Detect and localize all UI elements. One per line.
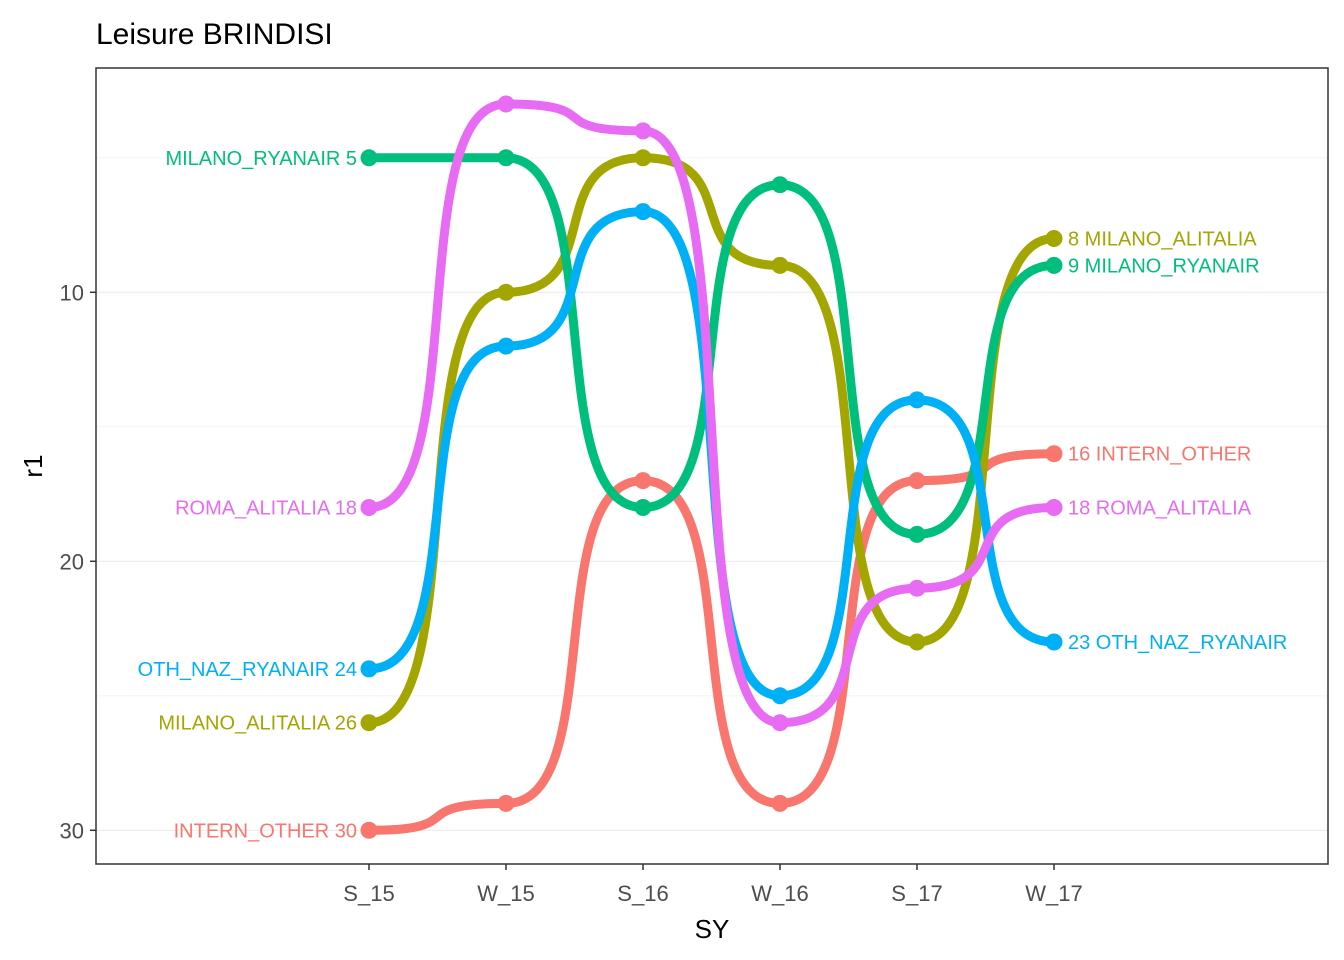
point-roma-alitalia-w-15 (497, 95, 515, 113)
point-milano-alitalia-s-15 (360, 714, 378, 732)
end-label-milano-alitalia: 8 MILANO_ALITALIA (1068, 229, 1257, 251)
start-label-intern-other: INTERN_OTHER 30 (174, 820, 357, 842)
series-points (360, 95, 1063, 839)
start-label-milano-ryanair: MILANO_RYANAIR 5 (165, 148, 357, 170)
y-tick-label: 20 (60, 549, 84, 574)
axes: 10 20 30 S_15 W_15 S_16 W_16 S_17 W_17 (60, 280, 1083, 906)
point-milano-alitalia-s-17 (908, 633, 926, 651)
point-roma-alitalia-s-15 (360, 499, 378, 516)
point-oth-naz-ryanair-s-17 (908, 391, 926, 409)
end-label-intern-other: 16 INTERN_OTHER (1068, 444, 1251, 466)
point-milano-ryanair-w-17 (1045, 256, 1063, 274)
point-milano-ryanair-s-17 (908, 525, 926, 543)
point-milano-ryanair-s-16 (634, 499, 652, 516)
x-tick-label: S_15 (343, 881, 394, 906)
point-milano-ryanair-w-16 (771, 176, 789, 194)
point-milano-alitalia-w-16 (771, 256, 789, 274)
start-label-milano-alitalia: MILANO_ALITALIA 26 (158, 713, 357, 735)
x-tick-label: S_16 (617, 881, 668, 906)
point-milano-alitalia-w-15 (497, 283, 515, 301)
y-tick-label: 10 (60, 280, 84, 305)
point-milano-alitalia-s-16 (634, 149, 652, 167)
point-intern-other-s-17 (908, 472, 926, 490)
x-axis-title: SY (695, 914, 730, 944)
series-line-milano-alitalia (364, 153, 1059, 728)
end-label-milano-ryanair: 9 MILANO_RYANAIR (1068, 255, 1260, 277)
point-intern-other-w-17 (1045, 445, 1063, 463)
start-label-oth-naz-ryanair: OTH_NAZ_RYANAIR 24 (138, 659, 357, 681)
point-roma-alitalia-w-16 (771, 714, 789, 732)
point-intern-other-s-15 (360, 821, 378, 839)
point-milano-ryanair-w-15 (497, 149, 515, 167)
chart-title: Leisure BRINDISI (96, 18, 333, 51)
grid-lines (96, 157, 1328, 831)
point-milano-alitalia-w-17 (1045, 230, 1063, 247)
point-milano-ryanair-s-15 (360, 149, 378, 167)
y-tick-label: 30 (60, 818, 84, 843)
end-labels: INTERN_OTHER 30 16 INTERN_OTHER MILANO_ALI… (138, 148, 1288, 842)
start-label-roma-alitalia: ROMA_ALITALIA 18 (175, 498, 357, 520)
x-tick-label: W_16 (751, 881, 808, 906)
point-oth-naz-ryanair-w-16 (771, 687, 789, 705)
y-axis-title: r1 (18, 454, 48, 477)
point-oth-naz-ryanair-w-17 (1045, 633, 1063, 651)
plot-border (95, 67, 1329, 865)
x-tick-label: S_17 (891, 881, 942, 906)
point-roma-alitalia-s-16 (634, 122, 652, 140)
point-intern-other-w-16 (771, 794, 789, 812)
point-roma-alitalia-w-17 (1045, 499, 1063, 516)
point-oth-naz-ryanair-s-16 (634, 203, 652, 221)
x-tick-label: W_17 (1025, 881, 1082, 906)
point-roma-alitalia-s-17 (908, 579, 926, 597)
point-oth-naz-ryanair-s-15 (360, 660, 378, 678)
point-intern-other-s-16 (634, 472, 652, 490)
end-label-oth-naz-ryanair: 23 OTH_NAZ_RYANAIR (1068, 632, 1287, 654)
point-intern-other-w-15 (497, 794, 515, 812)
point-oth-naz-ryanair-w-15 (497, 337, 515, 355)
end-label-roma-alitalia: 18 ROMA_ALITALIA (1068, 498, 1252, 520)
x-tick-label: W_15 (477, 881, 534, 906)
